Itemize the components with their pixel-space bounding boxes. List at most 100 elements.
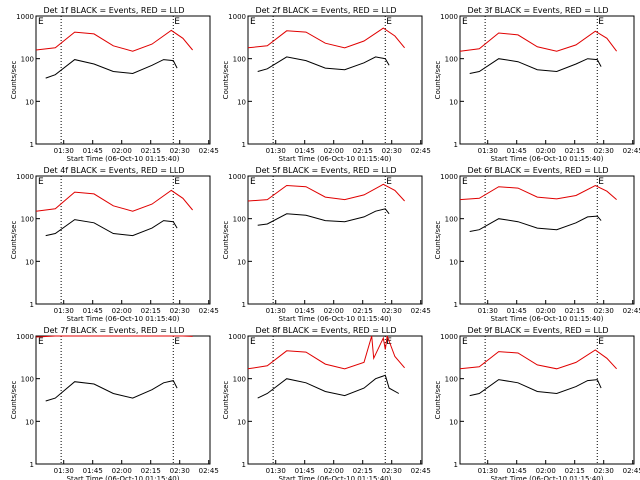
y-tick-label: 10 xyxy=(25,258,34,266)
x-axis-label: Start Time (06-Oct-10 01:15:40) xyxy=(491,155,604,163)
y-axis-label: Counts/sec xyxy=(222,381,230,420)
y-axis-label: Counts/sec xyxy=(434,61,442,100)
x-tick-label: 02:00 xyxy=(324,147,344,155)
y-tick-label: 10 xyxy=(237,98,246,106)
marker-label: E xyxy=(598,177,604,187)
x-tick-label: 01:45 xyxy=(295,467,315,475)
panel-det-3: Det 3f BLACK = Events, RED = LLD 1 10 100 10… xyxy=(434,6,640,163)
marker-label: E xyxy=(38,337,44,347)
y-tick-label: 100 xyxy=(233,56,246,64)
y-axis-label: Counts/sec xyxy=(10,61,18,100)
marker-label: E xyxy=(250,337,256,347)
panel-det-1: Det 1f BLACK = Events, RED = LLD 1 10 100 10… xyxy=(10,6,219,163)
marker-label: E xyxy=(174,17,180,27)
marker-label: E xyxy=(250,177,256,187)
series-lld xyxy=(247,183,405,202)
x-tick-label: 02:00 xyxy=(324,307,344,315)
x-axis-label: Start Time (06-Oct-10 01:15:40) xyxy=(279,155,392,163)
x-axis-label: Start Time (06-Oct-10 01:15:40) xyxy=(279,475,392,480)
panel-title: Det 2f BLACK = Events, RED = LLD xyxy=(255,6,396,15)
x-tick-label: 01:30 xyxy=(478,467,498,475)
y-tick-label: 1000 xyxy=(440,333,458,341)
y-tick-label: 10 xyxy=(449,418,458,426)
panel-title: Det 1f BLACK = Events, RED = LLD xyxy=(43,6,184,15)
x-axis-label: Start Time (06-Oct-10 01:15:40) xyxy=(67,475,180,480)
y-tick-label: 1000 xyxy=(16,13,34,21)
series-events xyxy=(257,56,390,72)
y-tick-label: 100 xyxy=(445,376,458,384)
x-tick-label: 02:00 xyxy=(112,467,132,475)
x-tick-label: 02:45 xyxy=(623,147,640,155)
x-tick-label: 01:30 xyxy=(54,467,74,475)
x-tick-label: 01:30 xyxy=(266,147,286,155)
x-axis-label: Start Time (06-Oct-10 01:15:40) xyxy=(491,475,604,480)
x-tick-label: 02:30 xyxy=(594,467,614,475)
series-events xyxy=(45,59,178,79)
y-tick-label: 1 xyxy=(242,301,246,309)
x-tick-label: 02:45 xyxy=(411,307,431,315)
y-tick-label: 1 xyxy=(30,461,34,469)
marker-label: E xyxy=(462,17,468,27)
series-lld xyxy=(459,184,617,201)
x-tick-label: 01:30 xyxy=(478,307,498,315)
y-tick-label: 1000 xyxy=(440,173,458,181)
x-tick-label: 01:45 xyxy=(295,307,315,315)
x-tick-label: 01:30 xyxy=(54,307,74,315)
series-lld xyxy=(247,27,405,49)
x-tick-label: 02:45 xyxy=(199,147,219,155)
x-tick-label: 02:30 xyxy=(170,147,190,155)
x-axis-label: Start Time (06-Oct-10 01:15:40) xyxy=(67,155,180,163)
x-tick-label: 02:30 xyxy=(382,307,402,315)
y-axis-label: Counts/sec xyxy=(434,221,442,260)
x-tick-label: 02:15 xyxy=(353,147,373,155)
panel-title: Det 7f BLACK = Events, RED = LLD xyxy=(43,326,184,335)
y-tick-label: 100 xyxy=(445,56,458,64)
x-tick-label: 02:00 xyxy=(536,147,556,155)
series-events xyxy=(257,208,390,226)
panel-det-2: Det 2f BLACK = Events, RED = LLD 1 10 100 10… xyxy=(222,6,431,163)
plot-frame xyxy=(35,335,211,465)
series-lld xyxy=(35,335,193,338)
y-axis-label: Counts/sec xyxy=(222,61,230,100)
x-tick-label: 02:30 xyxy=(170,467,190,475)
x-tick-label: 02:00 xyxy=(112,147,132,155)
y-tick-label: 100 xyxy=(233,376,246,384)
y-tick-label: 10 xyxy=(449,98,458,106)
marker-label: E xyxy=(250,17,256,27)
plot-frame xyxy=(35,15,211,145)
panel-title: Det 8f BLACK = Events, RED = LLD xyxy=(255,326,396,335)
series-events xyxy=(45,219,178,237)
x-tick-label: 01:45 xyxy=(507,467,527,475)
marker-label: E xyxy=(174,337,180,347)
plot-frame xyxy=(247,175,423,305)
x-tick-label: 01:30 xyxy=(266,307,286,315)
x-tick-label: 02:15 xyxy=(565,147,585,155)
x-tick-label: 02:15 xyxy=(353,467,373,475)
y-tick-label: 100 xyxy=(21,376,34,384)
series-lld xyxy=(459,30,617,52)
y-axis-label: Counts/sec xyxy=(10,221,18,260)
x-axis-label: Start Time (06-Oct-10 01:15:40) xyxy=(491,315,604,323)
y-tick-label: 1000 xyxy=(228,173,246,181)
y-tick-label: 1 xyxy=(454,141,458,149)
marker-label: E xyxy=(462,177,468,187)
x-axis-label: Start Time (06-Oct-10 01:15:40) xyxy=(67,315,180,323)
series-lld xyxy=(247,335,405,370)
panel-det-8: Det 8f BLACK = Events, RED = LLD 1 10 100 10… xyxy=(222,326,431,480)
panel-det-4: Det 4f BLACK = Events, RED = LLD 1 10 100 10… xyxy=(10,166,219,323)
marker-label: E xyxy=(174,177,180,187)
plot-frame xyxy=(459,15,635,145)
x-tick-label: 01:30 xyxy=(54,147,74,155)
marker-label: E xyxy=(386,177,392,187)
y-tick-label: 10 xyxy=(25,98,34,106)
y-tick-label: 100 xyxy=(445,216,458,224)
x-tick-label: 02:30 xyxy=(170,307,190,315)
y-tick-label: 1000 xyxy=(440,13,458,21)
plot-frame xyxy=(35,175,211,305)
x-tick-label: 01:45 xyxy=(83,147,103,155)
panel-title: Det 4f BLACK = Events, RED = LLD xyxy=(43,166,184,175)
series-events xyxy=(469,215,602,232)
x-tick-label: 02:15 xyxy=(141,467,161,475)
x-tick-label: 02:45 xyxy=(199,307,219,315)
plot-frame xyxy=(459,175,635,305)
